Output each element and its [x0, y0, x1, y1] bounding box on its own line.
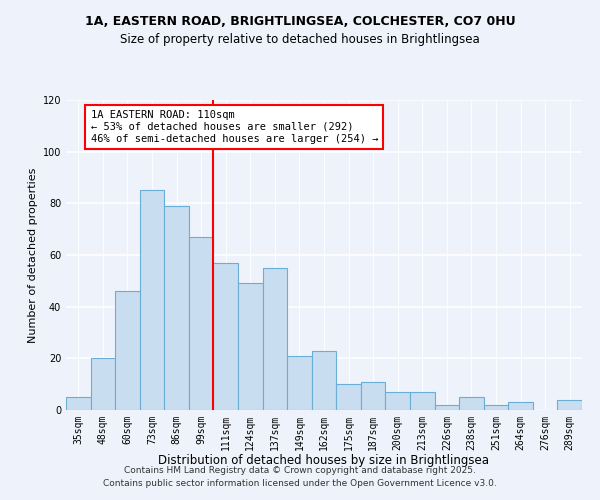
Bar — [361, 382, 385, 410]
Bar — [312, 350, 336, 410]
Bar — [164, 206, 189, 410]
Bar — [484, 405, 508, 410]
Text: 1A, EASTERN ROAD, BRIGHTLINGSEA, COLCHESTER, CO7 0HU: 1A, EASTERN ROAD, BRIGHTLINGSEA, COLCHES… — [85, 15, 515, 28]
Bar — [140, 190, 164, 410]
Bar — [287, 356, 312, 410]
Text: Size of property relative to detached houses in Brightlingsea: Size of property relative to detached ho… — [120, 32, 480, 46]
Y-axis label: Number of detached properties: Number of detached properties — [28, 168, 38, 342]
Bar — [508, 402, 533, 410]
X-axis label: Distribution of detached houses by size in Brightlingsea: Distribution of detached houses by size … — [158, 454, 490, 468]
Bar — [91, 358, 115, 410]
Bar — [263, 268, 287, 410]
Bar — [238, 284, 263, 410]
Bar — [557, 400, 582, 410]
Bar — [66, 397, 91, 410]
Bar — [115, 291, 140, 410]
Bar — [385, 392, 410, 410]
Bar — [336, 384, 361, 410]
Bar — [459, 397, 484, 410]
Text: 1A EASTERN ROAD: 110sqm
← 53% of detached houses are smaller (292)
46% of semi-d: 1A EASTERN ROAD: 110sqm ← 53% of detache… — [91, 110, 378, 144]
Bar — [189, 237, 214, 410]
Text: Contains HM Land Registry data © Crown copyright and database right 2025.: Contains HM Land Registry data © Crown c… — [124, 466, 476, 475]
Bar — [410, 392, 434, 410]
Bar — [434, 405, 459, 410]
Bar — [214, 263, 238, 410]
Text: Contains public sector information licensed under the Open Government Licence v3: Contains public sector information licen… — [103, 478, 497, 488]
